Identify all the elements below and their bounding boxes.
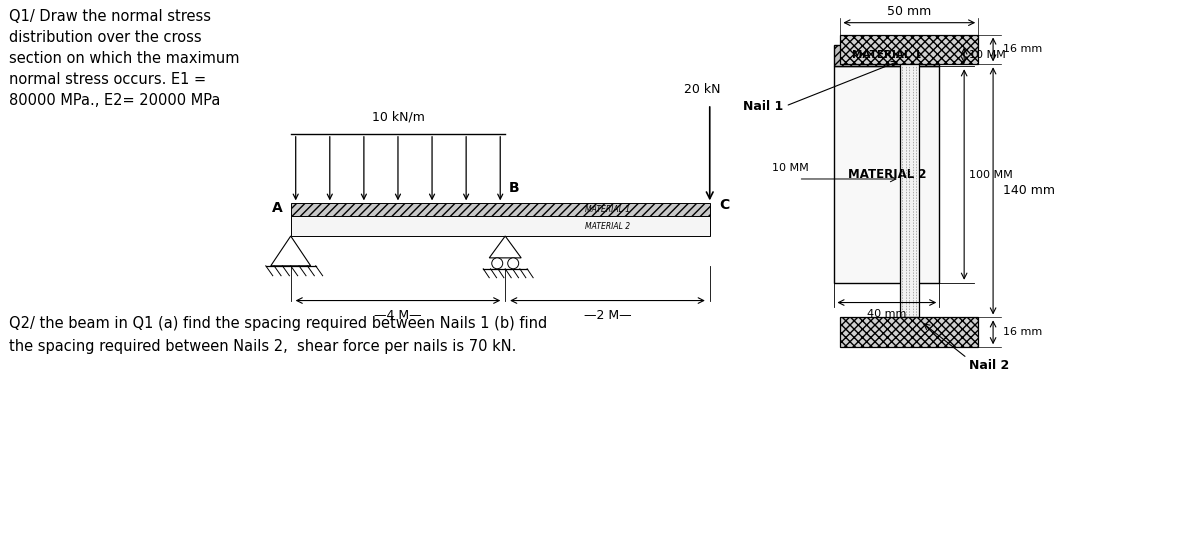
Bar xyxy=(290,203,709,216)
Text: —2 M—: —2 M— xyxy=(583,310,631,322)
Text: 140 mm: 140 mm xyxy=(1003,184,1055,197)
Polygon shape xyxy=(490,236,521,258)
Text: 10 MM: 10 MM xyxy=(772,163,809,173)
Text: Nail 2: Nail 2 xyxy=(970,358,1009,372)
Bar xyxy=(840,317,978,347)
Text: B: B xyxy=(509,181,520,196)
Text: 40 mm: 40 mm xyxy=(868,310,906,320)
Text: Q2/ the beam in Q1 (a) find the spacing required between Nails 1 (b) find
the sp: Q2/ the beam in Q1 (a) find the spacing … xyxy=(10,316,547,353)
Bar xyxy=(840,34,978,64)
Circle shape xyxy=(492,258,503,269)
Text: Q1/ Draw the normal stress
distribution over the cross
section on which the maxi: Q1/ Draw the normal stress distribution … xyxy=(10,9,240,108)
Bar xyxy=(834,44,940,66)
Bar xyxy=(290,216,709,236)
Polygon shape xyxy=(271,236,311,266)
Text: 100 MM: 100 MM xyxy=(970,170,1013,179)
Bar xyxy=(900,64,919,317)
Text: —4 M—: —4 M— xyxy=(374,310,421,322)
Text: MATERIAL 2: MATERIAL 2 xyxy=(847,168,926,181)
Text: 20 kN: 20 kN xyxy=(684,83,720,96)
Text: 16 mm: 16 mm xyxy=(1003,327,1043,337)
Bar xyxy=(834,66,940,283)
Text: 16 mm: 16 mm xyxy=(1003,44,1043,54)
Circle shape xyxy=(508,258,518,269)
Text: 10 MM: 10 MM xyxy=(970,50,1006,60)
Text: 50 mm: 50 mm xyxy=(887,5,931,18)
Text: MATERIAL 2: MATERIAL 2 xyxy=(584,222,630,230)
Text: C: C xyxy=(720,198,730,212)
Text: 10 kN/m: 10 kN/m xyxy=(372,111,425,124)
Text: Nail 1: Nail 1 xyxy=(743,100,784,112)
Text: MATERIAL 1: MATERIAL 1 xyxy=(852,50,922,60)
Text: A: A xyxy=(272,201,283,216)
Text: MATERIAL 1: MATERIAL 1 xyxy=(584,205,630,214)
